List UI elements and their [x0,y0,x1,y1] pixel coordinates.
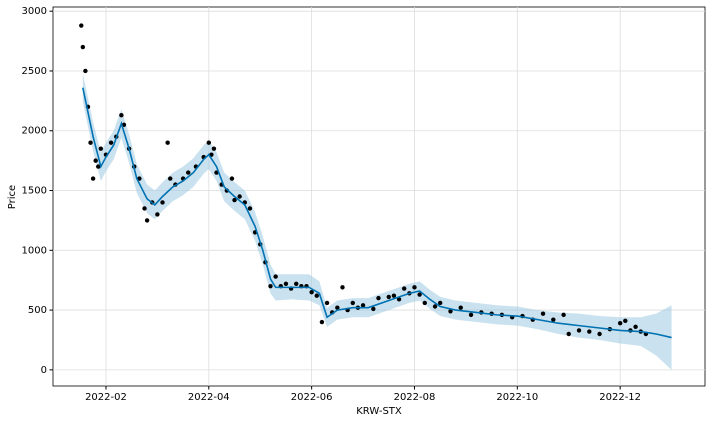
observed-point [401,286,407,291]
observed-point [566,331,571,337]
observed-point [386,294,391,300]
observed-point [142,206,147,211]
observed-point [309,289,314,295]
observed-point [623,318,628,324]
observed-point [617,321,623,326]
observed-point [165,140,170,145]
observed-point [206,140,212,145]
observed-point [360,303,366,308]
observed-point [597,331,602,337]
observed-point [155,212,160,217]
observed-point [396,297,402,302]
observed-point [283,281,289,286]
y-tick-label: 0 [41,365,47,376]
observed-point [540,311,546,316]
observed-point [319,319,325,325]
observed-point [160,200,165,205]
observed-point [391,293,397,298]
observed-point [232,197,237,203]
observed-point [335,305,340,310]
y-tick-label: 1000 [22,245,47,256]
observed-point [108,140,114,145]
observed-point [340,285,345,290]
y-tick-label: 2000 [22,126,47,137]
observed-point [551,317,556,322]
observed-point [448,309,453,314]
y-axis-label: Price [7,185,18,209]
observed-point [211,146,217,151]
observed-point [79,23,84,28]
observed-point [137,176,142,181]
y-tick-label: 500 [28,305,47,316]
observed-point [186,170,191,175]
observed-point [576,328,582,333]
observed-point [98,146,104,151]
observed-point [412,285,417,290]
observed-point [93,158,98,163]
observed-point [437,300,443,306]
x-tick-label: 2022-12 [599,392,641,403]
y-tick-label: 2500 [22,66,47,77]
x-axis-label: KRW-STX [356,406,402,417]
y-tick-label: 3000 [22,6,47,17]
observed-point [294,281,299,286]
x-tick-label: 2022-06 [291,392,333,403]
observed-point [376,295,381,301]
observed-point [314,293,319,298]
observed-point [268,283,273,289]
observed-point [88,140,93,145]
observed-point [96,164,101,169]
observed-point [229,176,235,181]
observed-point [587,329,592,334]
observed-point [633,324,638,330]
uncertainty-band [82,73,672,370]
observed-point [458,305,463,310]
forecast-line [82,87,672,339]
observed-point [90,176,96,181]
observed-point [422,300,427,306]
observed-point [80,44,86,50]
observed-point [468,312,474,318]
observed-point [350,300,355,306]
observed-point [83,68,88,74]
y-tick-label: 1500 [22,186,47,197]
observed-point [273,274,278,279]
x-tick-label: 2022-04 [188,392,230,403]
observed-point [237,194,242,199]
observed-point [371,306,376,312]
observed-point [119,113,124,118]
observed-point [417,292,422,297]
observed-point [247,206,253,211]
x-tick-label: 2022-10 [496,392,538,403]
x-tick-label: 2022-08 [394,392,436,403]
x-tick-label: 2022-02 [85,392,127,403]
observed-point [432,304,438,309]
observed-point [324,300,330,306]
observed-point [168,176,173,181]
observed-point [561,312,566,318]
observed-point [144,218,150,223]
